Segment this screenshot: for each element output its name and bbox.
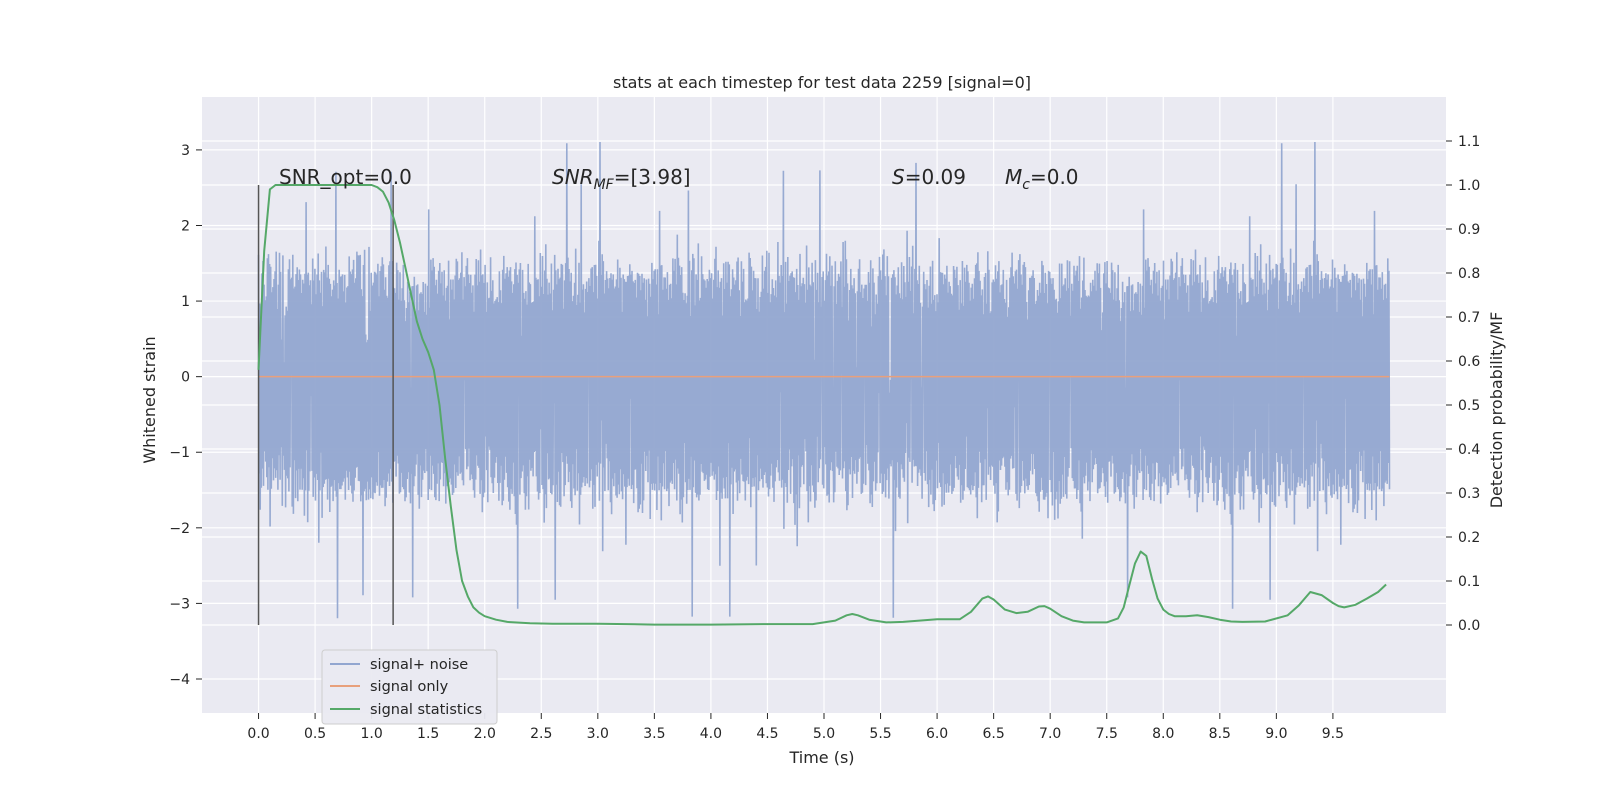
x-axis-ticks: 0.0 0.5 1.0 1.5 2.0 2.5 3.0 3.5 4.0 4.5 5.0 5.5 6.0 6… (247, 713, 1344, 742)
x-tick-label: 7.0 (1039, 726, 1061, 742)
annotation-snr-opt: SNR_opt=0.0 (279, 165, 412, 189)
y-tick-label: 0 (181, 370, 190, 386)
right-y-axis-ticks: 1.1 1.0 0.9 0.8 0.7 0.6 0.5 0.4 0.3 0.2 0.1 0.0 (1446, 134, 1480, 634)
snr-mf-value: =[3.98] (614, 165, 691, 189)
y-tick-label: 2 (181, 218, 190, 234)
y2-tick-label: 1.0 (1458, 178, 1480, 194)
y2-tick-label: 0.3 (1458, 486, 1480, 502)
x-tick-label: 3.5 (643, 726, 665, 742)
mc-symbol: M (1005, 165, 1022, 189)
x-tick-label: 5.0 (813, 726, 835, 742)
x-tick-label: 4.5 (756, 726, 778, 742)
chart-title: stats at each timestep for test data 225… (613, 73, 1031, 92)
y2-tick-label: 1.1 (1458, 134, 1480, 150)
y-tick-label: −3 (169, 596, 190, 612)
x-tick-label: 7.5 (1096, 726, 1118, 742)
snr-mf-subscript: MF (594, 177, 615, 193)
y2-tick-label: 0.1 (1458, 574, 1480, 590)
s-symbol: S (892, 165, 905, 189)
vertical-markers (257, 185, 394, 625)
x-tick-label: 0.0 (247, 726, 269, 742)
legend-frame (321, 649, 498, 725)
series-signal-plus-noise (257, 141, 1391, 619)
signal-plus-noise-line (257, 141, 1391, 619)
y2-tick-label: 0.8 (1458, 266, 1480, 282)
x-tick-label: 8.5 (1209, 726, 1231, 742)
x-tick-label: 2.0 (474, 726, 496, 742)
legend-label-signal-only: signal only (370, 679, 449, 695)
y-tick-label: 1 (181, 294, 190, 310)
series-signal-statistics (257, 184, 1387, 626)
x-tick-label: 6.5 (983, 726, 1005, 742)
annotation-snr-mf: SNRMF=[3.98] (552, 165, 691, 193)
y2-tick-label: 0.6 (1458, 354, 1480, 370)
x-tick-label: 6.0 (926, 726, 948, 742)
annotation-mc: Mc=0.0 (1005, 165, 1079, 193)
annotation-s: S=0.09 (892, 165, 966, 189)
y2-tick-label: 0.0 (1458, 618, 1480, 634)
y2-tick-label: 0.7 (1458, 310, 1480, 326)
y-tick-label: −2 (169, 521, 190, 537)
legend-label-signal-statistics: signal statistics (370, 702, 482, 718)
right-y-axis-label: Detection probability/MF (1487, 312, 1506, 509)
y-tick-label: 3 (181, 143, 190, 159)
x-tick-label: 0.5 (304, 726, 326, 742)
s-value: =0.09 (905, 165, 966, 189)
y-tick-label: −1 (169, 445, 190, 461)
x-tick-label: 4.0 (700, 726, 722, 742)
x-tick-label: 1.0 (361, 726, 383, 742)
mc-subscript: c (1022, 177, 1030, 193)
y-tick-label: −4 (169, 672, 190, 688)
y2-tick-label: 0.4 (1458, 442, 1480, 458)
x-tick-label: 8.0 (1152, 726, 1174, 742)
x-tick-label: 1.5 (417, 726, 439, 742)
left-y-axis-label: Whitened strain (140, 336, 159, 463)
legend-label-signal-plus-noise: signal+ noise (370, 657, 468, 673)
y2-tick-label: 0.5 (1458, 398, 1480, 414)
left-y-axis-ticks: 3 2 1 0 −1 −2 −3 −4 (169, 143, 202, 688)
signal-statistics-line (257, 184, 1387, 626)
x-tick-label: 5.5 (869, 726, 891, 742)
x-tick-label: 2.5 (530, 726, 552, 742)
y2-tick-label: 0.2 (1458, 530, 1480, 546)
snr-mf-base: SNR (552, 165, 594, 189)
x-axis-label: Time (s) (788, 748, 854, 767)
x-tick-label: 9.5 (1322, 726, 1344, 742)
mc-value: =0.0 (1030, 165, 1079, 189)
annotations: SNR_opt=0.0 SNRMF=[3.98] S=0.09 Mc=0.0 (279, 165, 1079, 193)
y2-tick-label: 0.9 (1458, 222, 1480, 238)
legend: signal+ noise signal only signal statist… (321, 649, 498, 725)
x-tick-label: 9.0 (1265, 726, 1287, 742)
x-tick-label: 3.0 (587, 726, 609, 742)
